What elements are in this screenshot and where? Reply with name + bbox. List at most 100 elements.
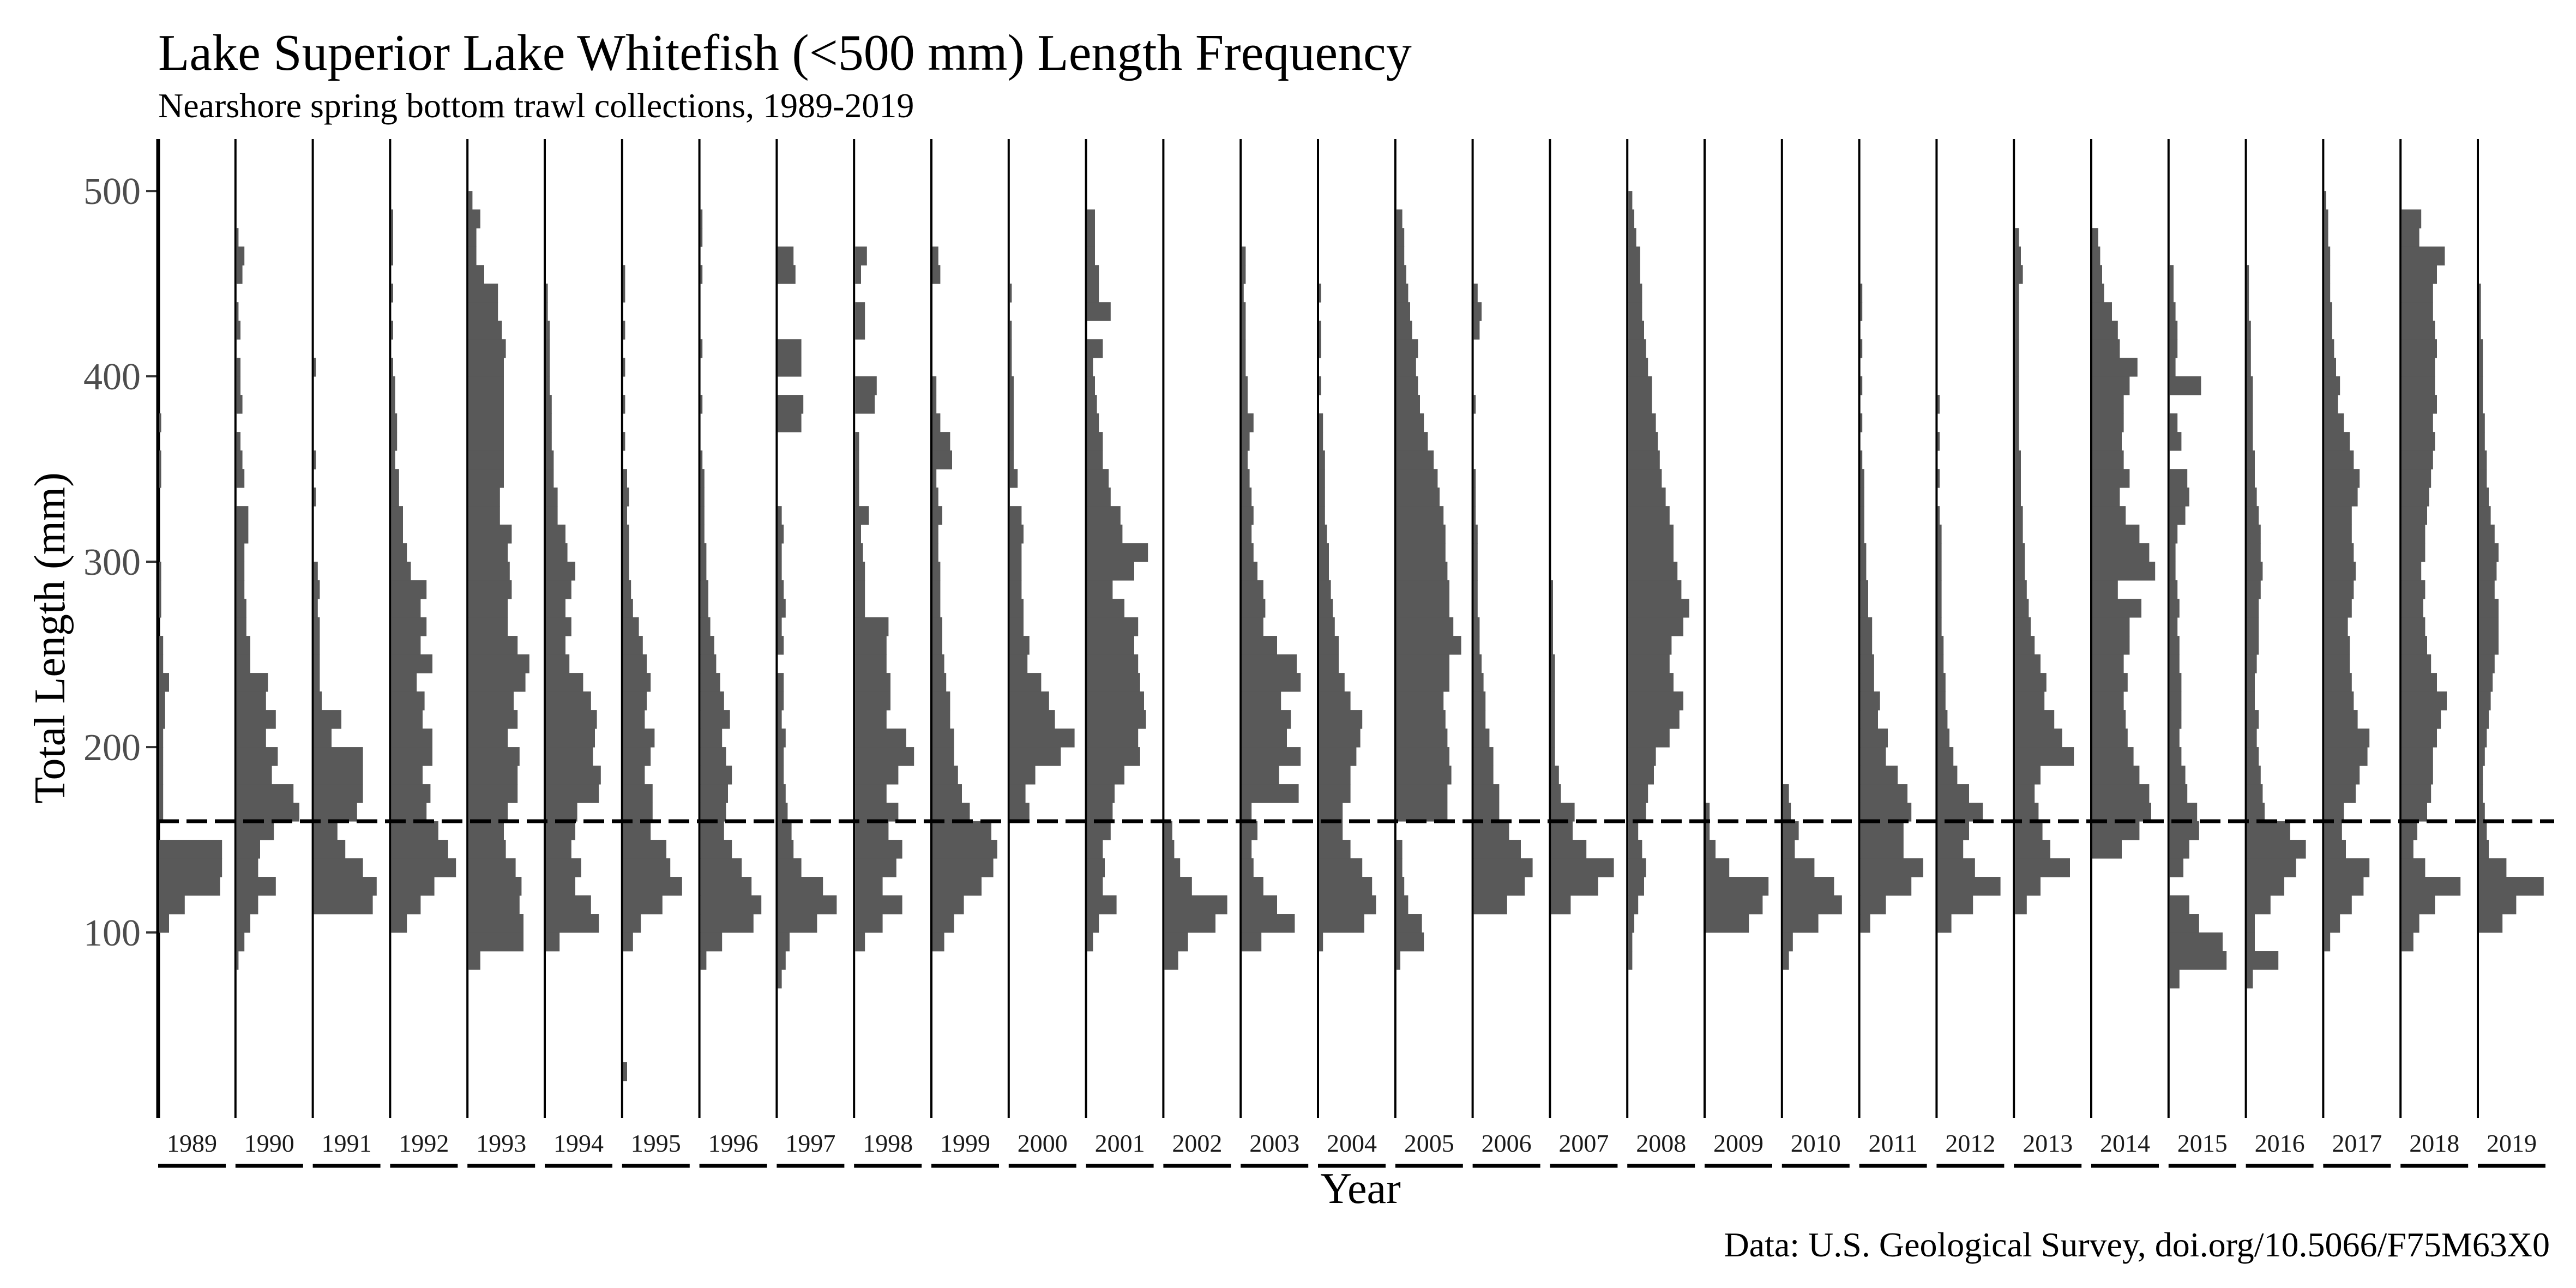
histogram-bar <box>2169 784 2188 803</box>
histogram-bar <box>1319 636 1339 655</box>
histogram-bar <box>1087 803 1113 822</box>
histogram-bar <box>778 691 784 711</box>
histogram-bar <box>855 450 859 470</box>
histogram-bar <box>1937 821 1969 840</box>
histogram-bar <box>1628 543 1674 562</box>
histogram-bar <box>1242 562 1257 581</box>
histogram-bar <box>1087 487 1111 507</box>
histogram-bar <box>1628 284 1642 303</box>
histogram-bar <box>1319 766 1351 785</box>
histogram-bar <box>2015 840 2050 859</box>
histogram-bar <box>2247 617 2259 636</box>
histogram-bar <box>236 580 245 599</box>
histogram-bar <box>1396 784 1448 803</box>
histogram-bar <box>2402 432 2435 451</box>
histogram-bar <box>1087 376 1095 395</box>
histogram-bar <box>1396 580 1449 599</box>
histogram-bar <box>2247 895 2271 914</box>
histogram-bar <box>236 673 268 692</box>
histogram-bar <box>2402 821 2417 840</box>
histogram-bar <box>2402 469 2431 488</box>
histogram-bar <box>1242 821 1257 840</box>
histogram-bar <box>1628 766 1654 785</box>
histogram-bar <box>468 636 518 655</box>
histogram-bar <box>778 840 794 859</box>
histogram-bar <box>1628 784 1648 803</box>
facet-2000: 2000 <box>1007 139 1076 1168</box>
histogram-bar <box>546 858 581 877</box>
histogram-bar <box>2015 821 2043 840</box>
histogram-bar <box>2092 284 2104 303</box>
histogram-bar <box>1319 562 1329 581</box>
histogram-bar <box>855 469 859 488</box>
facet-2010: 2010 <box>1780 139 1850 1168</box>
histogram-bar <box>1087 580 1113 599</box>
histogram-bar <box>391 246 393 266</box>
histogram-bar <box>1396 636 1461 655</box>
histogram-bar <box>1860 654 1874 673</box>
x-axis-label: Year <box>1320 1165 1400 1213</box>
histogram-bar <box>2247 710 2259 729</box>
histogram-bar <box>2015 302 2019 321</box>
y-axis: 100 200 300 400 500 <box>83 171 157 954</box>
histogram-bar <box>2324 691 2354 711</box>
histogram-bar <box>2169 970 2180 989</box>
histogram-bar <box>468 691 514 711</box>
histogram-bar <box>932 877 982 896</box>
histogram-bar <box>1937 803 1983 822</box>
histogram-bar <box>2247 321 2251 340</box>
histogram-bar <box>391 858 456 877</box>
histogram-bar <box>623 358 625 377</box>
histogram-bar <box>2247 450 2255 470</box>
histogram-bar <box>468 265 484 284</box>
histogram-bar <box>1242 858 1254 877</box>
histogram-bar <box>2247 284 2249 303</box>
histogram-bar <box>2479 413 2485 432</box>
histogram-bar <box>1009 617 1024 636</box>
histogram-bar <box>778 673 784 692</box>
histogram-bar <box>623 691 647 711</box>
histogram-bar <box>623 395 625 414</box>
histogram-bar <box>1319 580 1331 599</box>
histogram-bar <box>546 413 552 432</box>
histogram-bar <box>1628 580 1682 599</box>
histogram-bar <box>1473 284 1478 303</box>
histogram-bar <box>2247 691 2255 711</box>
histogram-bar <box>159 803 164 822</box>
histogram-bar <box>314 691 322 711</box>
histogram-bar <box>932 395 937 414</box>
histogram-bar <box>1396 450 1434 470</box>
histogram-bar <box>1396 543 1446 562</box>
histogram-bar <box>1009 376 1014 395</box>
histogram-bar <box>1087 469 1109 488</box>
histogram-bar <box>2402 599 2423 618</box>
histogram-bar <box>700 395 703 414</box>
histogram-bar <box>1087 691 1144 711</box>
histogram-bar <box>236 228 239 247</box>
histogram-bar <box>932 710 950 729</box>
facet-year-label: 2013 <box>2023 1129 2073 1157</box>
histogram-bar <box>391 543 407 562</box>
histogram-bar <box>1628 710 1680 729</box>
histogram-bar <box>236 747 278 766</box>
histogram-bar <box>855 543 863 562</box>
histogram-bar <box>700 932 723 952</box>
histogram-bar <box>1009 413 1014 432</box>
histogram-bar <box>2092 562 2156 581</box>
histogram-bar <box>1319 673 1345 692</box>
histogram-bar <box>1319 932 1323 952</box>
histogram-bar <box>932 450 952 470</box>
histogram-bar <box>468 580 512 599</box>
histogram-bar <box>932 747 954 766</box>
histogram-bar <box>1860 858 1923 877</box>
histogram-bar <box>2402 265 2437 284</box>
histogram-bar <box>700 654 717 673</box>
histogram-bar <box>2324 821 2342 840</box>
histogram-bar <box>2092 636 2130 655</box>
histogram-bar <box>314 580 320 599</box>
histogram-bar <box>1009 284 1012 303</box>
histogram-bar <box>468 191 473 210</box>
histogram-bar <box>546 358 550 377</box>
histogram-bar <box>778 580 784 599</box>
histogram-bar <box>1860 914 1870 933</box>
